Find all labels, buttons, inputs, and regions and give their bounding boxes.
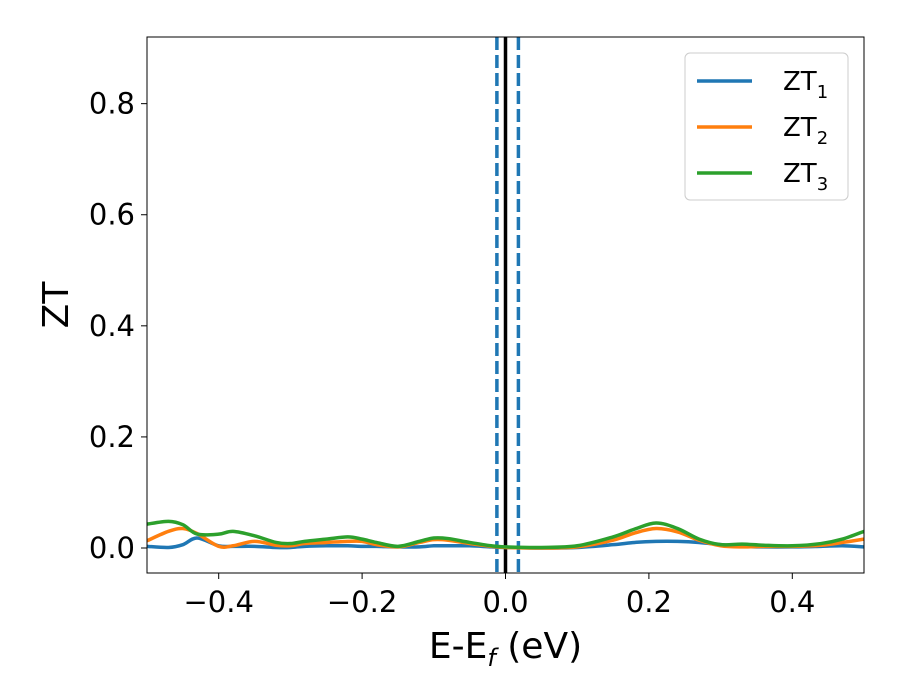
x-tick-label: 0.2	[626, 585, 672, 619]
y-tick-label: 0.4	[89, 309, 135, 343]
legend-label-2: ZT2	[783, 113, 828, 149]
x-axis-label-unit: (eV)	[496, 626, 582, 667]
y-tick-label: 0.0	[89, 531, 135, 565]
series-lines	[147, 519, 864, 550]
x-tick-label: 0.4	[769, 585, 815, 619]
y-tick-label: 0.8	[89, 87, 135, 121]
x-tick-label: −0.2	[327, 585, 397, 619]
y-tick-label: 0.2	[89, 420, 135, 454]
legend-label-1: ZT1	[783, 67, 828, 103]
legend-box	[684, 52, 849, 201]
reference-lines	[495, 37, 521, 573]
legend: ZT1 ZT2 ZT3	[684, 52, 849, 201]
axis-ticks: −0.4 −0.2 0.0 0.2 0.4 0.0 0.2 0.4 0.6 0.8	[89, 87, 815, 619]
y-axis-label: ZT	[36, 281, 77, 329]
y-tick-label: 0.6	[89, 198, 135, 232]
x-tick-label: 0.0	[482, 585, 528, 619]
x-axis-label: E-Ef (eV)	[429, 626, 582, 672]
legend-label-3: ZT3	[783, 159, 828, 195]
x-axis-label-main: E-E	[429, 626, 487, 667]
x-tick-label: −0.4	[183, 585, 253, 619]
series-line-3	[147, 519, 864, 550]
